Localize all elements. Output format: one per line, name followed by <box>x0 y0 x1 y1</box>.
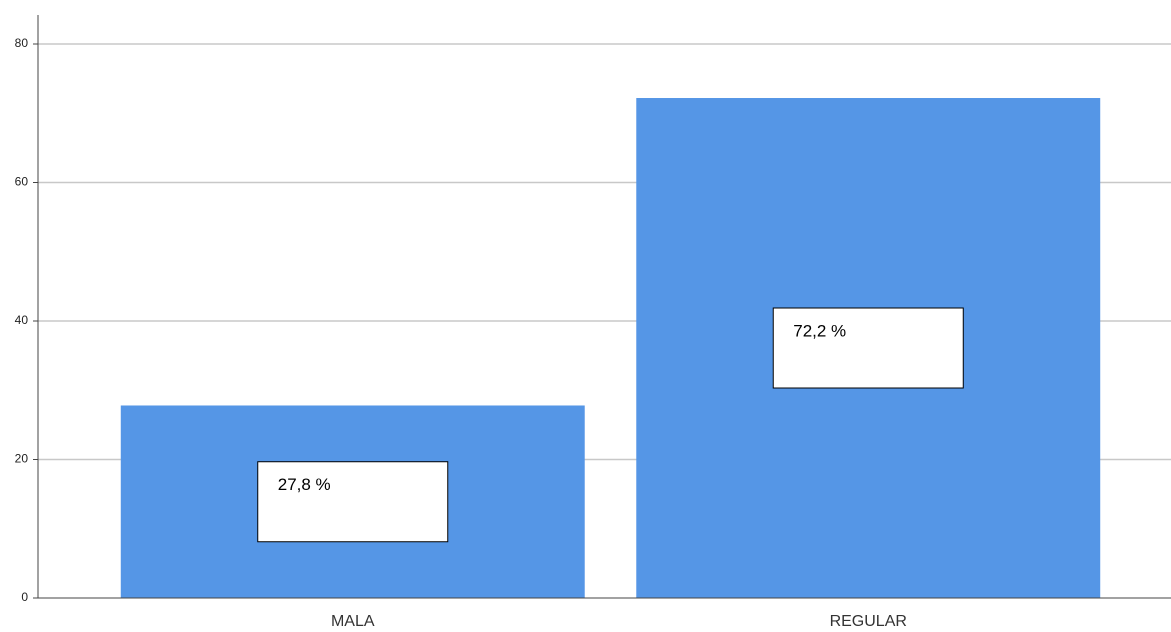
value-label-box <box>257 461 449 543</box>
x-tick-label: REGULAR <box>830 613 907 630</box>
y-tick-label: 0 <box>21 590 28 604</box>
x-tick-label: MALA <box>331 613 375 630</box>
value-label-box <box>772 307 964 389</box>
y-tick-label: 60 <box>15 175 29 189</box>
value-label: 27,8 % <box>278 475 331 494</box>
value-label: 72,2 % <box>793 321 846 340</box>
y-tick-label: 20 <box>15 452 29 466</box>
y-tick-label: 40 <box>15 313 29 327</box>
y-tick-label: 80 <box>15 36 29 50</box>
